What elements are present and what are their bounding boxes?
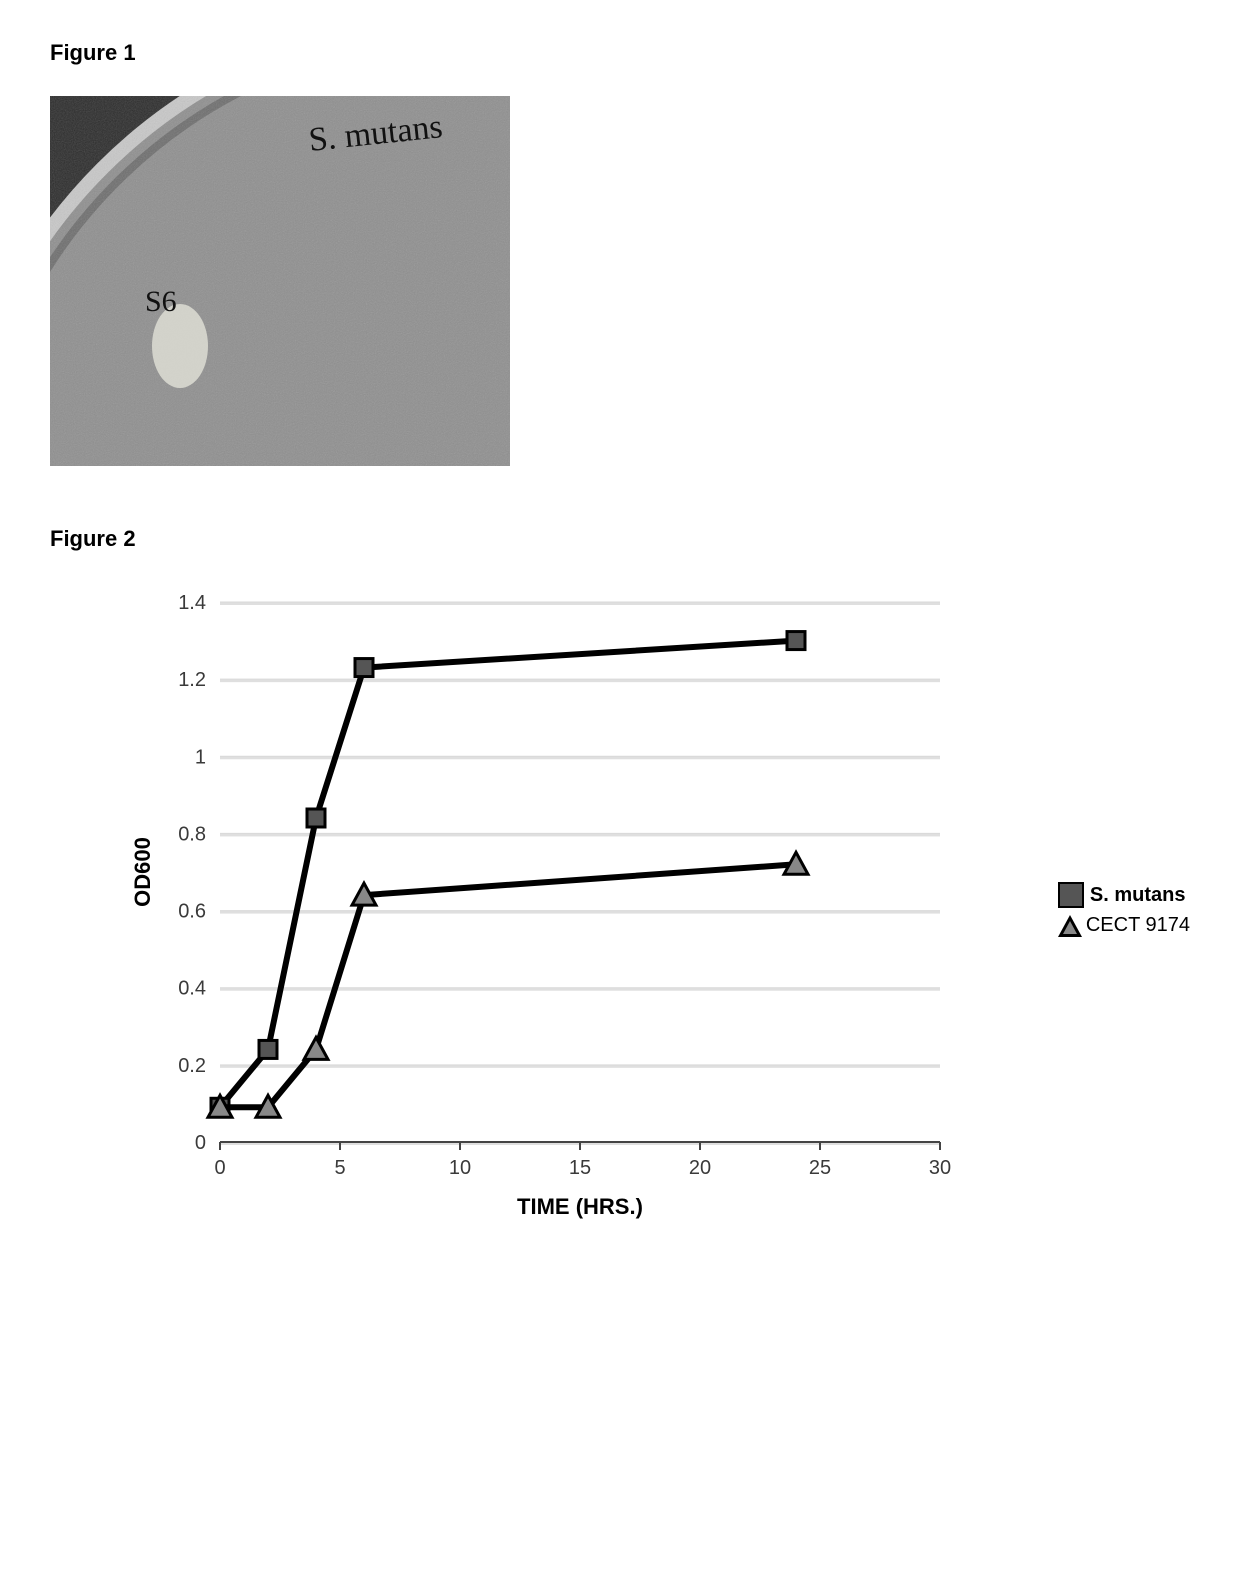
square-marker-icon: [1058, 882, 1084, 908]
svg-text:1: 1: [195, 746, 206, 768]
figure1-photo: S. mutans S6: [50, 96, 510, 466]
svg-text:15: 15: [569, 1157, 591, 1179]
svg-text:TIME (HRS.): TIME (HRS.): [517, 1194, 643, 1219]
svg-text:0: 0: [214, 1157, 225, 1179]
figure2-chart: 0 0.2 0.4 0.6 0.8 1 1.2 1.4 0 5 10 15 20 25 30 TIME (HR…: [110, 582, 1010, 1232]
svg-text:0.6: 0.6: [178, 901, 206, 923]
svg-text:30: 30: [929, 1157, 951, 1179]
legend-item-s-mutans: S. mutans: [1058, 882, 1190, 908]
svg-text:25: 25: [809, 1157, 831, 1179]
svg-text:20: 20: [689, 1157, 711, 1179]
svg-text:1.2: 1.2: [178, 669, 206, 691]
legend-label: S. mutans: [1090, 884, 1186, 907]
chart-legend: S. mutans CECT 9174: [1058, 882, 1190, 943]
figure2-label: Figure 2: [50, 526, 1190, 552]
legend-item-cect: CECT 9174: [1058, 914, 1190, 937]
figure1-label: Figure 1: [50, 40, 1190, 66]
svg-text:10: 10: [449, 1157, 471, 1179]
svg-text:0.8: 0.8: [178, 823, 206, 845]
legend-label: CECT 9174: [1086, 914, 1190, 937]
svg-text:0: 0: [195, 1132, 206, 1154]
svg-text:OD600: OD600: [130, 837, 155, 907]
triangle-marker-icon: [1058, 915, 1082, 937]
svg-text:0.4: 0.4: [178, 978, 206, 1000]
svg-text:5: 5: [334, 1157, 345, 1179]
svg-text:0.2: 0.2: [178, 1055, 206, 1077]
annotation-s6: S6: [145, 285, 177, 318]
svg-text:1.4: 1.4: [178, 592, 206, 614]
